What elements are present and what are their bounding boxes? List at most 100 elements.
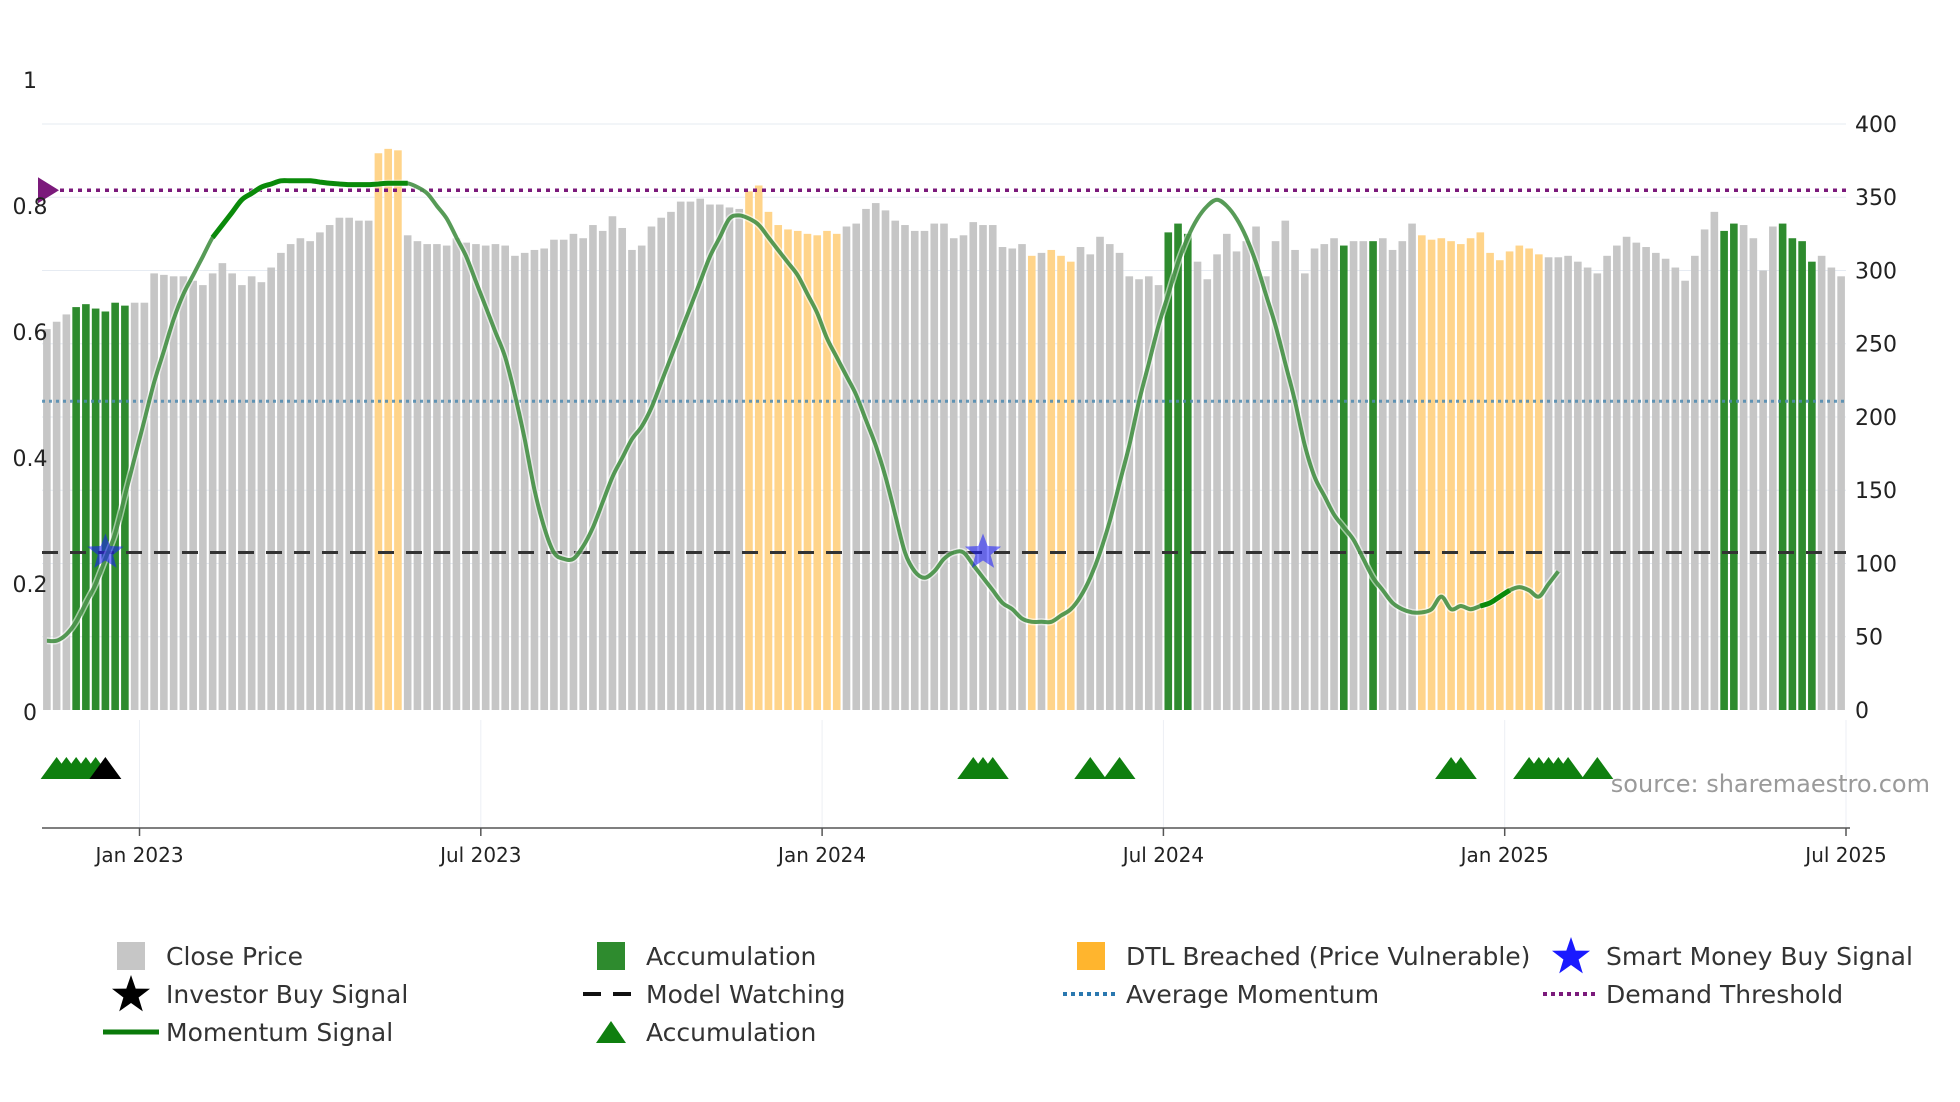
close-price-bar <box>1749 238 1758 711</box>
close-price-bar <box>1076 247 1085 710</box>
close-price-bar <box>842 226 851 710</box>
close-price-bar <box>667 211 675 710</box>
threshold-marker-icon <box>38 177 59 204</box>
close-price-bar <box>598 230 607 710</box>
accumulation-bar <box>1183 233 1192 710</box>
star-icon <box>1536 937 1606 974</box>
close-price-bar <box>969 222 978 710</box>
legend-dtl-breached: DTL Breached (Price Vulnerable) <box>1056 940 1530 972</box>
close-price-bar <box>1261 276 1270 710</box>
close-price-bar <box>296 238 305 711</box>
close-price-bar <box>169 276 178 710</box>
dtl-breached-bar <box>1535 254 1543 711</box>
smart-money-star-icon <box>87 533 124 568</box>
close-price-bar <box>862 208 870 710</box>
close-price-bar <box>325 225 334 710</box>
accumulation-bar <box>91 308 100 710</box>
close-price-bar <box>1817 255 1826 710</box>
legend-label: Accumulation <box>646 941 817 971</box>
right-tick-label: 250 <box>1855 333 1897 358</box>
right-tick-label: 400 <box>1855 113 1897 138</box>
close-price-bar <box>160 274 168 710</box>
dtl-breached-bar <box>793 230 802 710</box>
legend-label: Average Momentum <box>1126 979 1380 1009</box>
dtl-breached-bar <box>813 235 822 711</box>
right-tick-label: 100 <box>1855 552 1897 577</box>
left-tick-label: 0.2 <box>13 573 48 598</box>
close-price-bar <box>1300 273 1309 710</box>
close-price-bar <box>1242 241 1251 711</box>
close-price-bar <box>481 245 490 710</box>
close-price-bar <box>501 245 509 710</box>
accumulation-bar <box>111 302 119 710</box>
close-price-bar <box>1593 273 1602 710</box>
close-price-bar <box>1359 241 1368 711</box>
close-price-bar <box>62 314 71 710</box>
close-price-bar <box>364 220 373 710</box>
close-price-bar <box>589 225 597 710</box>
close-price-bar <box>725 207 734 710</box>
close-price-bar <box>881 210 890 710</box>
close-price-bar <box>608 216 617 711</box>
dtl-breached-bar <box>1057 255 1065 710</box>
accumulation-bar <box>82 304 90 710</box>
right-tick-label: 0 <box>1855 699 1869 724</box>
chart: Jan 2023 Jul 2023 Jan 2024 Jul 2024 Jan 2025… <box>13 69 1931 867</box>
close-price-bar <box>1759 270 1767 710</box>
legend-label: Momentum Signal <box>166 1017 394 1047</box>
dtl-breached-bar <box>1027 255 1036 710</box>
accumulation-bar <box>1164 232 1173 711</box>
close-price-bar <box>277 252 285 710</box>
dtl-breached-bar <box>1457 244 1465 710</box>
smart-money-star-icon <box>964 533 1002 568</box>
dtl-breached-bar <box>1496 260 1504 710</box>
dashed-line-icon <box>576 978 646 1010</box>
close-price-bar <box>218 263 227 710</box>
dtl-breached-bar <box>1515 245 1524 710</box>
triangle-icon <box>576 1016 646 1048</box>
close-price-bar <box>1837 276 1845 710</box>
close-price-bar <box>637 245 646 710</box>
close-price-bar <box>306 241 314 711</box>
right-tick-label: 200 <box>1855 406 1897 431</box>
close-price-bar <box>199 285 207 710</box>
dtl-breached-bar <box>384 148 392 710</box>
x-tick-label: Jan 2024 <box>776 843 866 867</box>
close-price-bar <box>949 238 958 711</box>
close-price-bar <box>657 217 666 710</box>
close-price-bar <box>208 273 217 710</box>
close-price-bar <box>286 244 295 710</box>
close-price-bar <box>452 238 461 711</box>
close-price-bar <box>433 244 441 710</box>
close-price-bar <box>1769 226 1777 710</box>
close-price-bar <box>1349 241 1358 711</box>
close-price-bar <box>1827 267 1836 710</box>
dtl-breached-bar <box>832 233 841 710</box>
close-price-bar <box>1388 249 1397 710</box>
momentum-layer <box>46 177 1562 645</box>
legend-label: Model Watching <box>646 979 846 1009</box>
close-price-bar <box>1135 279 1143 710</box>
legend-accumulation-marker: Accumulation <box>576 1016 816 1048</box>
close-price-bar <box>1213 254 1221 711</box>
close-price-bar <box>1193 261 1202 710</box>
close-price-bar <box>1203 279 1212 710</box>
close-price-bar <box>1008 248 1017 710</box>
left-tick-label: 0.8 <box>13 195 48 220</box>
legend-accumulation-bar: Accumulation <box>576 940 816 972</box>
close-price-bar <box>43 329 51 710</box>
close-price-swatch-icon <box>96 940 166 972</box>
dtl-swatch-icon <box>1056 940 1126 972</box>
close-price-bar <box>1622 236 1631 710</box>
close-price-bar <box>891 220 900 710</box>
close-price-bar <box>511 255 519 710</box>
accumulation-bar <box>1720 230 1728 710</box>
close-price-bar <box>540 248 548 710</box>
dtl-breached-bar <box>1047 249 1056 710</box>
right-tick-label: 50 <box>1855 626 1883 651</box>
close-price-bar <box>618 227 627 710</box>
close-price-bar <box>1613 245 1621 710</box>
right-tick-label: 300 <box>1855 259 1897 284</box>
close-price-bar <box>1320 244 1329 710</box>
signal-markers <box>40 533 1614 779</box>
